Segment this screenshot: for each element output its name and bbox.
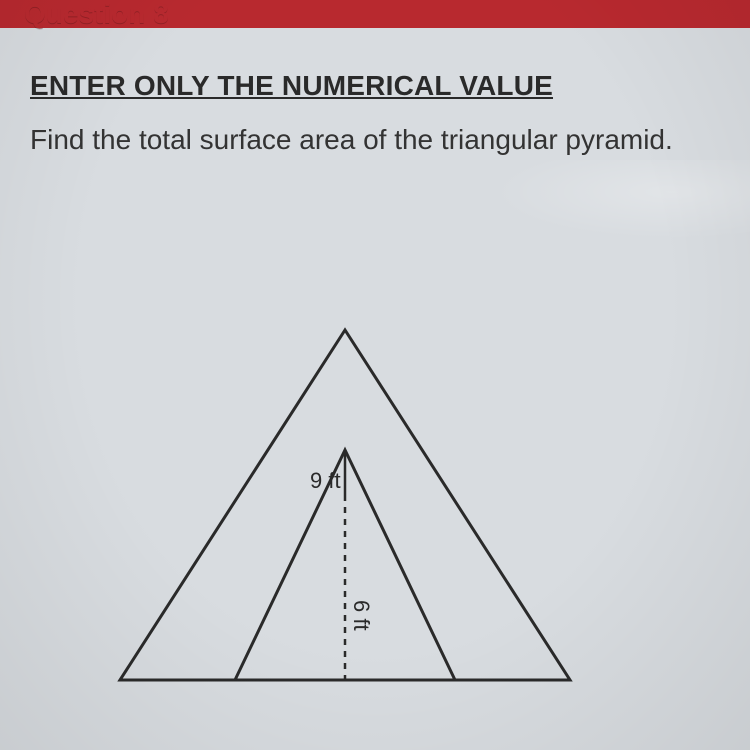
height-label: 6 ft: [349, 600, 374, 631]
question-prompt: Find the total surface area of the trian…: [30, 120, 720, 159]
question-number-label: Question 8: [24, 0, 169, 30]
pyramid-net-figure: 9 ft 6 ft: [110, 320, 580, 700]
screen-glare: [490, 160, 750, 240]
side-length-label: 9 ft: [310, 468, 341, 493]
answer-format-instruction: ENTER ONLY THE NUMERICAL VALUE: [30, 70, 720, 102]
question-content: ENTER ONLY THE NUMERICAL VALUE Find the …: [30, 70, 720, 159]
